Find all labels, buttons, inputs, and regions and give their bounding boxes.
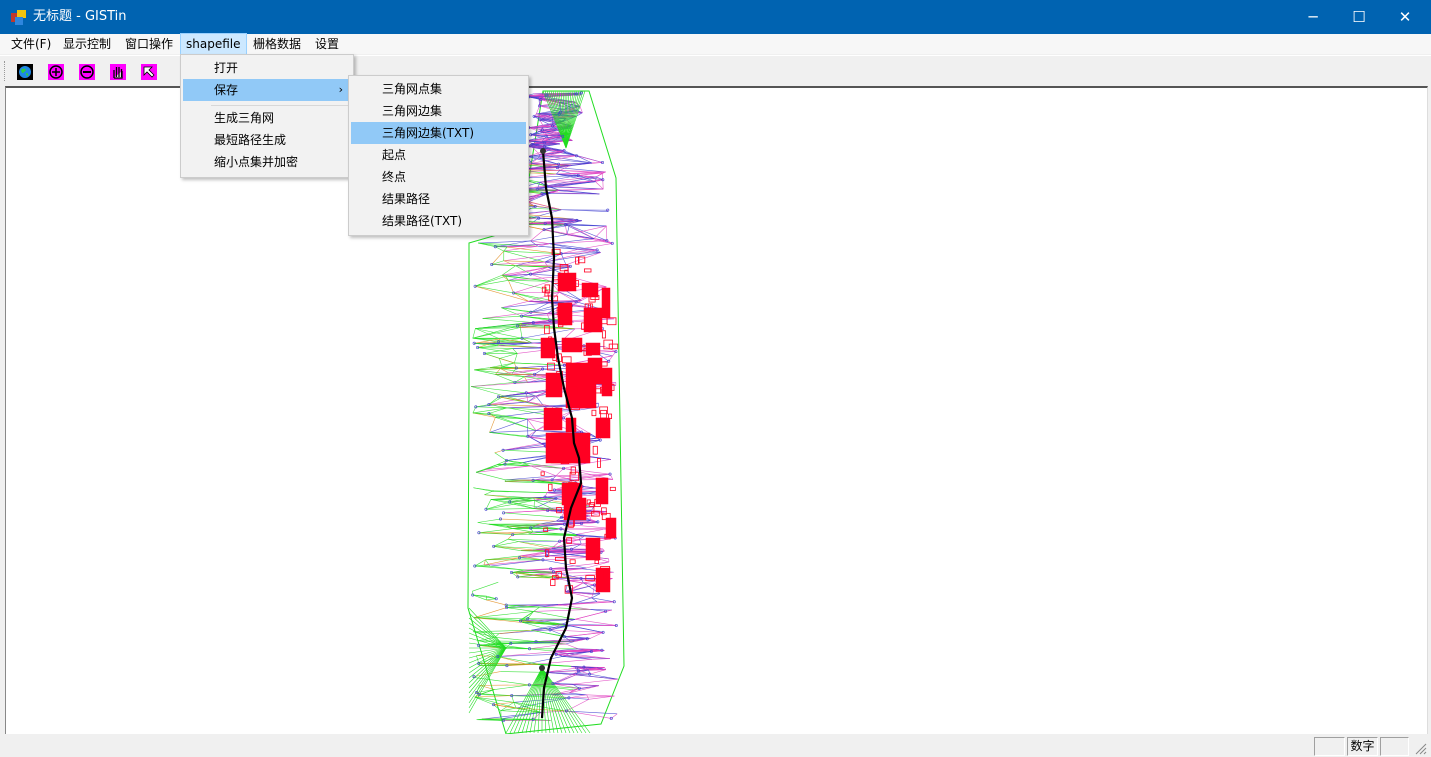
menu-file[interactable]: 文件(F): [11, 37, 52, 51]
tin-map[interactable]: [6, 88, 1427, 734]
menu-item-open[interactable]: 打开: [214, 61, 239, 75]
toolbar-grip[interactable]: [4, 61, 8, 81]
menu-separator: [211, 105, 350, 106]
status-panel-empty-2: [1380, 737, 1409, 756]
maximize-button[interactable]: ☐: [1352, 8, 1366, 26]
menu-raster-data[interactable]: 栅格数据: [253, 37, 302, 51]
submenu-item-start-point[interactable]: 起点: [382, 148, 407, 162]
pan-hand-icon[interactable]: [107, 61, 129, 83]
submenu-item-tin-edges-txt[interactable]: 三角网边集(TXT): [351, 122, 526, 144]
submenu-item-end-point[interactable]: 终点: [382, 170, 407, 184]
window-title: 无标题 - GISTin: [33, 9, 127, 24]
status-panel-empty: [1314, 737, 1345, 756]
select-arrow-icon[interactable]: [138, 61, 160, 83]
menu-item-save[interactable]: 保存 ›: [183, 79, 351, 101]
submenu-item-tin-points[interactable]: 三角网点集: [382, 82, 443, 96]
title-bar: 无标题 - GISTin ─ ☐ ✕: [0, 0, 1431, 34]
menu-item-shortest-path[interactable]: 最短路径生成: [214, 133, 287, 147]
submenu-arrow-icon: ›: [338, 83, 343, 96]
menu-settings[interactable]: 设置: [315, 37, 340, 51]
menu-shapefile[interactable]: shapefile: [180, 33, 247, 55]
close-button[interactable]: ✕: [1398, 8, 1412, 26]
status-bar: 数字: [0, 734, 1431, 757]
menu-item-save-label: 保存: [214, 83, 239, 97]
submenu-item-tin-edges[interactable]: 三角网边集: [382, 104, 443, 118]
tin-edges-layer: [467, 90, 625, 734]
submenu-item-result-path-txt[interactable]: 结果路径(TXT): [382, 214, 463, 228]
app-icon: [11, 10, 26, 25]
submenu-item-result-path[interactable]: 结果路径: [382, 192, 431, 206]
zoom-in-icon[interactable]: [45, 61, 67, 83]
shapefile-menu: 打开 保存 › 生成三角网 最短路径生成 缩小点集并加密: [180, 54, 354, 178]
menu-window-ops[interactable]: 窗口操作: [125, 37, 174, 51]
buildings-layer: [540, 248, 619, 594]
menu-item-shrink-densify[interactable]: 缩小点集并加密: [214, 155, 299, 169]
zoom-out-icon[interactable]: [76, 61, 98, 83]
shortest-path-layer: [539, 148, 583, 719]
status-num-indicator: 数字: [1347, 737, 1378, 756]
menu-item-generate-tin[interactable]: 生成三角网: [214, 111, 275, 125]
save-submenu: 三角网点集 三角网边集 三角网边集(TXT) 起点 终点 结果路径 结果路径(T…: [348, 75, 529, 236]
minimize-button[interactable]: ─: [1308, 8, 1318, 26]
menu-display-control[interactable]: 显示控制: [63, 37, 112, 51]
globe-icon[interactable]: [14, 61, 36, 83]
menu-bar: 文件(F) 显示控制 窗口操作 shapefile 栅格数据 设置: [0, 33, 1431, 55]
resize-grip-icon[interactable]: [1414, 742, 1427, 755]
map-canvas[interactable]: [5, 86, 1428, 734]
